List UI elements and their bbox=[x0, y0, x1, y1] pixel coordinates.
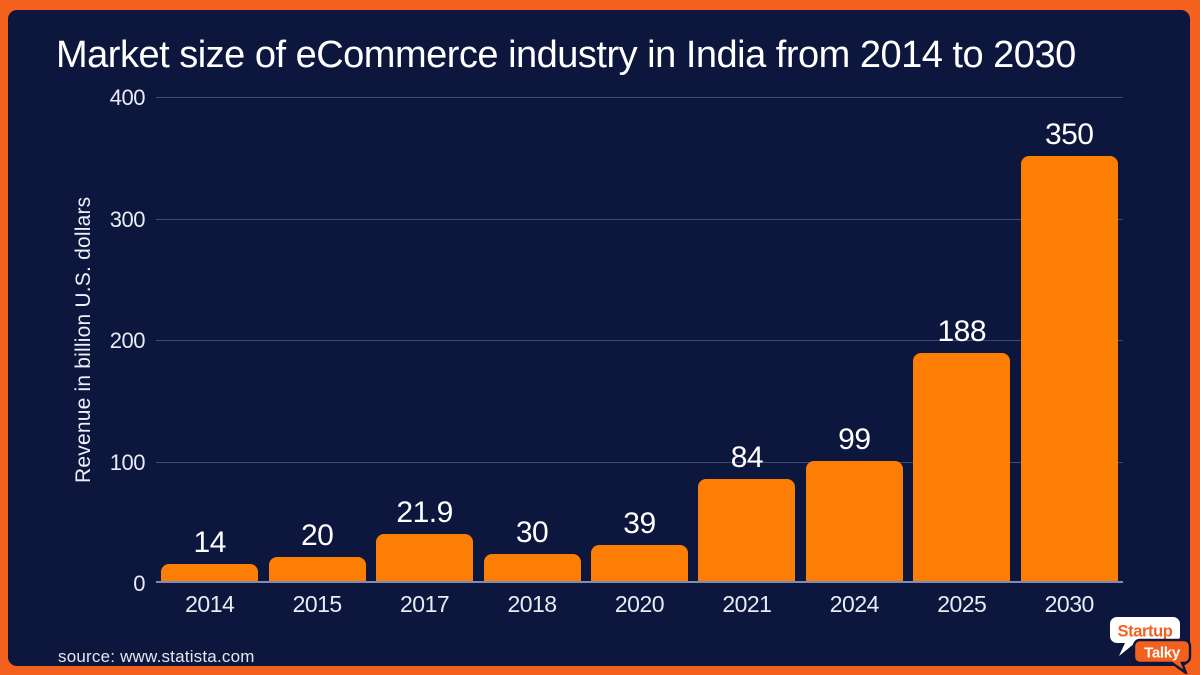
bar-value-label: 30 bbox=[515, 516, 549, 550]
y-tick-label-200: 200 bbox=[109, 328, 146, 353]
chart-title: Market size of eCommerce industry in Ind… bbox=[56, 34, 1076, 76]
logo-bubble-startup bbox=[1110, 617, 1180, 656]
bar-value-label: 84 bbox=[730, 440, 764, 474]
bar-group-2030: 350 2030 bbox=[1016, 97, 1123, 617]
y-tick-label-100: 100 bbox=[109, 449, 146, 475]
gridline-100 bbox=[156, 461, 1123, 463]
bar-2014 bbox=[161, 564, 259, 581]
bar-2030 bbox=[1020, 155, 1118, 581]
bar-group-2018: 30 2018 bbox=[478, 97, 585, 617]
plot-area: 14 2014 20 2015 21.9 2017 30 2018 39 2020 84 2021 99… bbox=[156, 97, 1123, 617]
bar-value-label: 39 bbox=[623, 506, 656, 540]
bar-value-label: 21.9 bbox=[396, 495, 453, 529]
logo-text-talky: Talky bbox=[1144, 645, 1181, 662]
bar-2021 bbox=[698, 478, 796, 581]
bar-2017 bbox=[376, 533, 474, 581]
x-tick-label-2024: 2024 bbox=[829, 591, 880, 617]
gridline-300 bbox=[156, 218, 1123, 220]
x-tick-label-2015: 2015 bbox=[292, 591, 343, 617]
bar-value-label: 20 bbox=[300, 518, 334, 552]
bar-group-2014: 14 2014 bbox=[156, 97, 263, 617]
bar-2018 bbox=[483, 554, 581, 581]
bar-group-2017: 21.9 2017 bbox=[371, 97, 478, 617]
chart-panel: Market size of eCommerce industry in Ind… bbox=[8, 10, 1192, 674]
startuptalky-logo: Startup Talky bbox=[1110, 617, 1192, 674]
bar-value-label: 188 bbox=[937, 314, 987, 348]
gridline-400 bbox=[156, 97, 1123, 98]
bar-group-2021: 84 2021 bbox=[693, 97, 800, 617]
x-tick-label-2025: 2025 bbox=[937, 591, 987, 617]
bar-group-2024: 99 2024 bbox=[801, 97, 908, 617]
bar-value-label: 350 bbox=[1044, 117, 1094, 151]
bar-2024 bbox=[805, 460, 903, 581]
bar-group-2020: 39 2020 bbox=[586, 97, 693, 617]
bar-value-label: 99 bbox=[838, 422, 871, 456]
gridline-200 bbox=[156, 340, 1123, 341]
bar-group-2025: 188 2025 bbox=[908, 97, 1015, 617]
y-tick-label-400: 400 bbox=[109, 85, 146, 110]
bar-2020 bbox=[590, 544, 688, 581]
x-tick-label-2014: 2014 bbox=[185, 591, 235, 617]
x-tick-label-2030: 2030 bbox=[1044, 591, 1095, 617]
x-tick-label-2017: 2017 bbox=[400, 591, 450, 617]
y-tick-label-300: 300 bbox=[109, 206, 146, 232]
x-tick-label-2020: 2020 bbox=[614, 591, 665, 617]
bar-group-2015: 20 2015 bbox=[263, 97, 370, 617]
x-tick-label-2018: 2018 bbox=[507, 591, 557, 617]
logo-bubble-talky bbox=[1132, 638, 1192, 674]
x-tick-label-2021: 2021 bbox=[722, 591, 772, 617]
bar-value-label: 14 bbox=[193, 526, 227, 559]
y-tick-label-0: 0 bbox=[133, 571, 145, 596]
bar-2025 bbox=[913, 352, 1011, 581]
source-credit: source: www.statista.com bbox=[58, 647, 255, 666]
logo-text-startup: Startup bbox=[1118, 623, 1173, 641]
bar-2015 bbox=[268, 556, 366, 581]
bar-series: 14 2014 20 2015 21.9 2017 30 2018 39 2020 84 2021 99… bbox=[156, 97, 1123, 617]
